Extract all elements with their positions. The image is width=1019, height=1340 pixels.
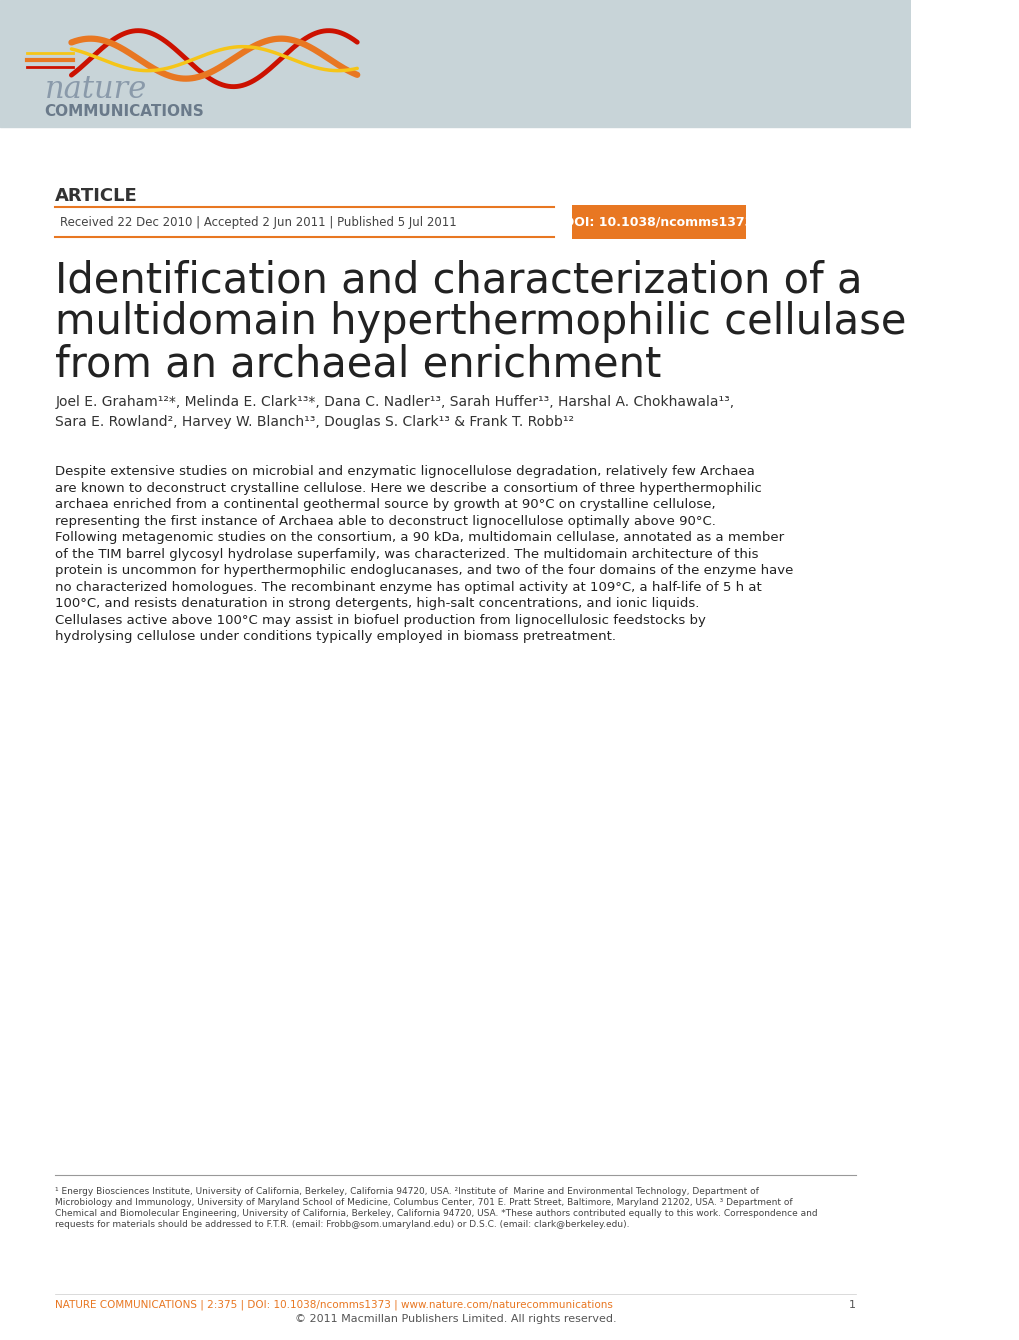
Text: Received 22 Dec 2010 | Accepted 2 Jun 2011 | Published 5 Jul 2011: Received 22 Dec 2010 | Accepted 2 Jun 20… [60,216,457,229]
Text: ¹ Energy Biosciences Institute, University of California, Berkeley, California 9: ¹ Energy Biosciences Institute, Universi… [55,1187,758,1197]
Text: COMMUNICATIONS: COMMUNICATIONS [45,105,204,119]
Text: archaea enriched from a continental geothermal source by growth at 90°C on cryst: archaea enriched from a continental geot… [55,498,715,512]
Bar [0,0,910,127]
Text: Joel E. Graham¹²*, Melinda E. Clark¹³*, Dana C. Nadler¹³, Sarah Huffer¹³, Harsha: Joel E. Graham¹²*, Melinda E. Clark¹³*, … [55,395,734,409]
Text: 100°C, and resists denaturation in strong detergents, high-salt concentrations, : 100°C, and resists denaturation in stron… [55,598,699,610]
FancyBboxPatch shape [571,205,745,240]
Text: nature: nature [45,74,147,106]
Text: Identification and characterization of a: Identification and characterization of a [55,260,862,302]
Text: are known to deconstruct crystalline cellulose. Here we describe a consortium of: are known to deconstruct crystalline cel… [55,482,761,494]
Text: Chemical and Biomolecular Engineering, University of California, Berkeley, Calif: Chemical and Biomolecular Engineering, U… [55,1209,817,1218]
Text: of the TIM barrel glycosyl hydrolase superfamily, was characterized. The multido: of the TIM barrel glycosyl hydrolase sup… [55,548,758,561]
Text: Microbiology and Immunology, University of Maryland School of Medicine, Columbus: Microbiology and Immunology, University … [55,1198,792,1207]
Text: requests for materials should be addressed to F.T.R. (email: Frobb@som.umaryland: requests for materials should be address… [55,1219,630,1229]
Text: from an archaeal enrichment: from an archaeal enrichment [55,343,661,386]
Text: Sara E. Rowland², Harvey W. Blanch¹³, Douglas S. Clark¹³ & Frank T. Robb¹²: Sara E. Rowland², Harvey W. Blanch¹³, Do… [55,415,574,429]
Text: no characterized homologues. The recombinant enzyme has optimal activity at 109°: no characterized homologues. The recombi… [55,580,761,594]
Text: 1: 1 [848,1300,855,1311]
Text: representing the first instance of Archaea able to deconstruct lignocellulose op: representing the first instance of Archa… [55,515,715,528]
Text: protein is uncommon for hyperthermophilic endoglucanases, and two of the four do: protein is uncommon for hyperthermophili… [55,564,793,578]
Text: DOI: 10.1038/ncomms1373: DOI: 10.1038/ncomms1373 [564,216,753,229]
Text: Following metagenomic studies on the consortium, a 90 kDa, multidomain cellulase: Following metagenomic studies on the con… [55,531,784,544]
Text: ARTICLE: ARTICLE [55,188,138,205]
Text: hydrolysing cellulose under conditions typically employed in biomass pretreatmen: hydrolysing cellulose under conditions t… [55,630,615,643]
Text: © 2011 Macmillan Publishers Limited. All rights reserved.: © 2011 Macmillan Publishers Limited. All… [294,1315,615,1324]
Text: Despite extensive studies on microbial and enzymatic lignocellulose degradation,: Despite extensive studies on microbial a… [55,465,754,478]
Text: NATURE COMMUNICATIONS | 2:375 | DOI: 10.1038/ncomms1373 | www.nature.com/naturec: NATURE COMMUNICATIONS | 2:375 | DOI: 10.… [55,1300,612,1311]
Text: Cellulases active above 100°C may assist in biofuel production from lignocellulo: Cellulases active above 100°C may assist… [55,614,705,627]
Text: multidomain hyperthermophilic cellulase: multidomain hyperthermophilic cellulase [55,302,906,343]
